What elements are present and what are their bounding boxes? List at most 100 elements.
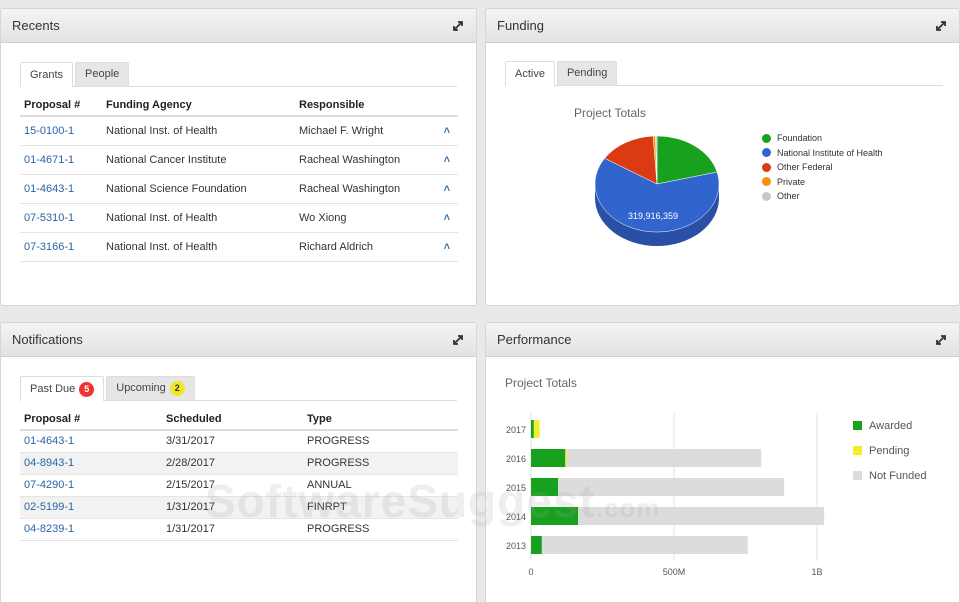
bar-segment[interactable] (541, 536, 748, 554)
table-row: 07-3166-1 National Inst. of Health Richa… (20, 231, 458, 262)
category-label: 2016 (506, 454, 526, 464)
table-row: 01-4643-1 3/31/2017 PROGRESS (20, 430, 458, 453)
legend-label: Other Federal (777, 162, 833, 173)
responsible: Richard Aldrich (295, 231, 428, 262)
expand-icon[interactable] (934, 333, 948, 347)
notifications-table: Proposal # Scheduled Type 01-4643-1 3/31… (20, 409, 458, 541)
legend-item[interactable]: Foundation (762, 131, 883, 146)
proposal-link[interactable]: 07-4290-1 (20, 474, 162, 497)
column-header: Proposal # (20, 95, 102, 117)
upcoming-count-badge: 2 (169, 381, 185, 396)
column-header-empty (428, 95, 458, 117)
legend-item[interactable]: Other Federal (762, 160, 883, 175)
proposal-link[interactable]: 01-4643-1 (20, 430, 162, 453)
funding-panel: Funding Active Pending Project Totals 31… (485, 8, 960, 306)
column-header: Type (303, 409, 458, 431)
pie-slice[interactable] (604, 135, 658, 185)
tab-upcoming[interactable]: Upcoming 2 (106, 376, 195, 400)
notifications-panel: Notifications Past Due 5 Upcoming 2 Prop… (0, 322, 477, 602)
proposal-link[interactable]: 07-5310-1 (20, 202, 102, 233)
responsible: Racheal Washington (295, 144, 428, 175)
funding-agency: National Cancer Institute (102, 144, 295, 175)
chevron-up-icon[interactable]: ˄ (428, 115, 458, 146)
proposal-link[interactable]: 15-0100-1 (20, 115, 102, 146)
legend-dot (762, 133, 771, 143)
notifications-header: Notifications (1, 323, 476, 357)
recents-table-header: Proposal # Funding Agency Responsible (20, 95, 458, 117)
report-type: ANNUAL (303, 474, 458, 497)
funding-title: Funding (497, 18, 544, 33)
chevron-up-icon[interactable]: ˄ (428, 231, 458, 262)
bar-segment[interactable] (531, 536, 542, 554)
tab-people-label: People (85, 68, 120, 80)
expand-icon[interactable] (451, 19, 465, 33)
funding-agency: National Inst. of Health (102, 115, 295, 146)
expand-icon[interactable] (934, 19, 948, 33)
legend-item[interactable]: Awarded (853, 413, 926, 438)
bar-segment[interactable] (558, 478, 785, 496)
legend-label: National Institute of Health (777, 147, 883, 158)
responsible: Wo Xiong (295, 202, 428, 233)
legend-swatch (853, 446, 862, 455)
funding-chart-title: Project Totals (574, 106, 646, 120)
past-due-count-badge: 5 (79, 381, 95, 397)
pie-slice[interactable] (655, 135, 658, 185)
bar-segment[interactable] (533, 420, 540, 438)
bar-segment[interactable] (531, 507, 579, 525)
proposal-link[interactable]: 01-4643-1 (20, 173, 102, 204)
tab-pending[interactable]: Pending (556, 61, 618, 85)
bar-segment[interactable] (565, 449, 567, 467)
performance-panel: Performance Project Totals 2017 2016 2015 2… (485, 322, 960, 602)
tab-people[interactable]: People (75, 62, 130, 86)
legend-item[interactable]: Private (762, 175, 883, 190)
legend-item[interactable]: National Institute of Health (762, 146, 883, 161)
proposal-link[interactable]: 04-8943-1 (20, 452, 162, 475)
responsible: Racheal Washington (295, 173, 428, 204)
responsible: Michael F. Wright (295, 115, 428, 146)
bar-segment[interactable] (531, 420, 534, 438)
legend-item[interactable]: Pending (853, 438, 926, 463)
expand-icon[interactable] (451, 333, 465, 347)
column-header: Responsible (295, 95, 428, 117)
category-label: 2015 (506, 483, 526, 493)
report-type: PROGRESS (303, 452, 458, 475)
recents-tabs: Grants People (20, 62, 457, 87)
report-type: PROGRESS (303, 430, 458, 453)
legend-swatch (853, 421, 862, 430)
scheduled-date: 2/15/2017 (162, 474, 303, 497)
performance-bar-chart: 2017 2016 2015 2014 2013 0 500M 1B (506, 413, 825, 577)
legend-label: Pending (869, 444, 910, 457)
proposal-link[interactable]: 01-4671-1 (20, 144, 102, 175)
tab-active-label: Active (515, 67, 545, 80)
proposal-link[interactable]: 02-5199-1 (20, 496, 162, 519)
legend-item[interactable]: Other (762, 189, 883, 204)
chevron-up-icon[interactable]: ˄ (428, 202, 458, 233)
table-row: 04-8943-1 2/28/2017 PROGRESS (20, 452, 458, 475)
proposal-link[interactable]: 04-8239-1 (20, 518, 162, 541)
tab-past-due[interactable]: Past Due 5 (20, 376, 105, 401)
legend-label: Other (777, 191, 800, 202)
category-label: 2014 (506, 512, 526, 522)
bar-segment[interactable] (531, 449, 566, 467)
legend-label: Not Funded (869, 469, 927, 482)
pie-slice[interactable] (594, 157, 720, 233)
performance-header: Performance (486, 323, 959, 357)
tab-active[interactable]: Active (505, 61, 555, 86)
funding-pie-chart: 319,916,359 (594, 135, 720, 246)
bar-segment[interactable] (531, 478, 559, 496)
chevron-up-icon[interactable]: ˄ (428, 173, 458, 204)
chevron-up-icon[interactable]: ˄ (428, 144, 458, 175)
bar-segment[interactable] (566, 449, 762, 467)
tab-pending-label: Pending (566, 67, 608, 79)
scheduled-date: 1/31/2017 (162, 518, 303, 541)
proposal-link[interactable]: 07-3166-1 (20, 231, 102, 262)
tick-label: 500M (663, 567, 686, 577)
tab-grants[interactable]: Grants (20, 62, 74, 87)
column-header: Proposal # (20, 409, 162, 431)
scheduled-date: 3/31/2017 (162, 430, 303, 453)
pie-slice[interactable] (656, 135, 718, 185)
tick-label: 1B (811, 567, 822, 577)
bar-segment[interactable] (578, 507, 825, 525)
legend-item[interactable]: Not Funded (853, 463, 926, 488)
notifications-table-header: Proposal # Scheduled Type (20, 409, 458, 431)
